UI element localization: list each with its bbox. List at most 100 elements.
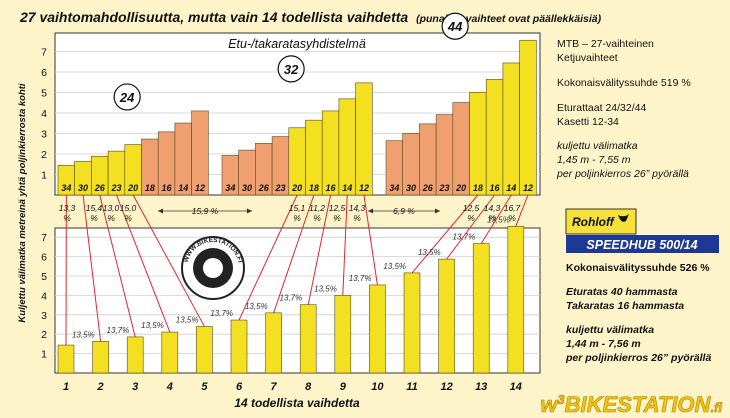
bottom-info-rear: Takaratas 16 hammasta — [566, 300, 684, 312]
bottom-x-tick: 14 — [510, 381, 522, 393]
bottom-step-label: 13,5% — [141, 321, 164, 330]
top-step-label: 15,0% — [120, 203, 137, 223]
cog-label: 23 — [274, 183, 285, 193]
cog-label: 20 — [127, 183, 138, 193]
top-info-line2: Ketjuvaihteet — [557, 52, 618, 64]
top-y-tick: 1 — [41, 170, 47, 182]
cog-label: 14 — [178, 183, 188, 193]
cog-label: 16 — [162, 183, 173, 193]
bottom-y-tick: 3 — [41, 310, 47, 322]
cog-label: 34 — [61, 183, 71, 193]
top-bar — [502, 62, 520, 196]
bottom-x-tick: 4 — [166, 381, 173, 393]
bottom-y-tick: 2 — [41, 329, 47, 341]
bottom-step-label: 13,5% — [383, 262, 406, 271]
ratio-connector — [132, 194, 205, 327]
bottom-y-tick: 5 — [41, 271, 47, 283]
bottom-info-dist2: 1,44 m - 7,56 m — [566, 338, 641, 350]
top-bar — [338, 98, 356, 196]
bottom-y-tick: 6 — [41, 252, 47, 264]
top-bar — [519, 39, 537, 196]
top-info-cassette: Kasetti 12-34 — [557, 116, 619, 128]
bottom-info-dist3: per poljinkierros 26” pyörällä — [565, 352, 711, 364]
chainring-label: 24 — [119, 90, 135, 105]
top-y-tick: 7 — [41, 47, 47, 59]
bottom-bar — [196, 326, 213, 374]
chainring-label: 44 — [447, 19, 463, 34]
cog-label: 14 — [506, 183, 516, 193]
bottom-bar — [403, 272, 421, 374]
bikestation-stamp: WWW.BIKESTATION.FI — [181, 236, 245, 300]
ratio-connector — [307, 194, 332, 305]
bottom-x-tick: 10 — [371, 381, 384, 393]
bottom-bar — [57, 344, 75, 374]
cog-label: 12 — [523, 183, 533, 193]
chainring-labels: 24 32 44 — [113, 12, 469, 111]
bottom-x-ticks: 1 2 3 4 5 6 7 8 9 10 11 12 13 14 — [63, 381, 522, 393]
bottom-bars — [57, 226, 525, 374]
top-bar — [191, 110, 209, 196]
cog-label: 20 — [455, 183, 466, 193]
bottom-x-tick: 5 — [201, 381, 208, 393]
ratio-connector — [273, 194, 315, 314]
ratio-connector — [238, 194, 298, 321]
top-step-label: 16,7% — [504, 203, 521, 223]
bottom-bar — [230, 319, 248, 374]
bottom-bar — [299, 304, 317, 374]
bottom-x-tick: 9 — [340, 381, 347, 393]
bottom-bar — [438, 258, 455, 374]
top-step-label: 13,0% — [103, 203, 120, 223]
top-info-dist3: per poljinkierros 26” pyörällä — [556, 168, 689, 180]
bottom-x-tick: 3 — [132, 381, 138, 393]
bottom-bar — [92, 341, 109, 374]
cog-label: 30 — [242, 183, 252, 193]
bottom-step-label: 13,5% — [314, 284, 337, 293]
top-step-label: 14,3% — [484, 203, 501, 223]
top-bar — [355, 82, 373, 196]
bottom-x-tick: 7 — [271, 381, 278, 393]
chainring-circle — [113, 83, 141, 111]
top-bar — [469, 91, 487, 196]
y-axis-label: Kuljettu välimatka metreinä yhtä poljink… — [17, 83, 28, 323]
cog-label: 26 — [422, 183, 434, 193]
ratio-connector — [342, 194, 348, 296]
bottom-info: Kokonaisvälityssuhde 526 % Eturatas 40 h… — [565, 262, 711, 364]
bottom-y-ticks: 1 2 3 4 5 6 7 — [41, 232, 47, 360]
bottom-step-label: 13,7% — [453, 233, 476, 242]
speedhub-title: SPEEDHUB 500/14 — [586, 238, 697, 252]
cog-label: 20 — [291, 183, 302, 193]
bottom-step-label: 13,7% — [349, 274, 372, 283]
bottom-y-tick: 1 — [41, 349, 47, 361]
cog-label: 18 — [145, 183, 155, 193]
chainring-label: 32 — [284, 62, 299, 77]
speedhub-banner — [566, 235, 719, 253]
top-chart-title: Etu-/takaratasyhdistelmä — [228, 37, 366, 51]
bottom-info-ratio: Kokonaisvälityssuhde 526 % — [566, 262, 710, 274]
cog-labels: 34 30 26 23 20 18 16 14 12 34 30 26 23 20 18 16 14 12 34 30… — [61, 183, 533, 193]
cog-label: 16 — [326, 183, 337, 193]
top-y-tick: 6 — [41, 67, 47, 79]
chainring-circle — [441, 12, 469, 40]
top-step-label: 12,5% — [463, 203, 480, 223]
bottom-x-tick: 1 — [63, 381, 69, 393]
cog-label: 16 — [490, 183, 501, 193]
top-step-label: 12,5% — [329, 203, 346, 223]
bottom-bar — [161, 331, 179, 374]
cog-label: 30 — [406, 183, 416, 193]
bottom-step-label: 13,7% — [107, 326, 130, 335]
ratio-connector-lines — [65, 194, 529, 346]
bottom-step-label: 13,5% — [418, 248, 441, 257]
cog-label: 14 — [342, 183, 352, 193]
top-step-label: 11,2% — [309, 203, 325, 223]
top-step-label: 14,3% — [349, 203, 366, 223]
bottom-gridlines — [55, 236, 540, 355]
rohloff-brand: Rohloff — [572, 215, 615, 229]
cog-label: 30 — [78, 183, 88, 193]
stamp-hub — [203, 258, 223, 278]
bottom-y-tick: 7 — [41, 232, 47, 244]
cog-label: 23 — [438, 183, 449, 193]
top-y-tick: 2 — [41, 149, 47, 161]
chainring-circle — [277, 55, 305, 83]
bottom-x-tick: 8 — [305, 381, 312, 393]
